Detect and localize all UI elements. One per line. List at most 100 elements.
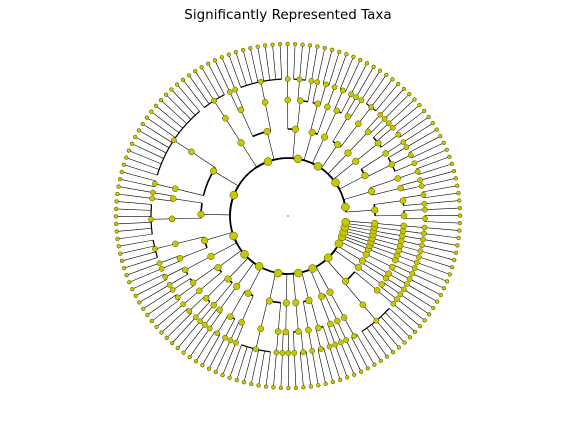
taxon-node xyxy=(390,300,397,307)
branch-line xyxy=(312,82,318,103)
taxon-node xyxy=(296,76,303,83)
branch-line xyxy=(151,111,180,134)
branch-line xyxy=(345,225,374,232)
branch-line xyxy=(399,116,429,138)
leaf-node xyxy=(358,57,363,63)
branch-line xyxy=(320,144,338,169)
branch-line xyxy=(293,44,296,80)
branch-line xyxy=(300,331,304,353)
branch-line xyxy=(279,44,282,80)
branch-line xyxy=(381,134,399,148)
taxon-node xyxy=(353,94,360,101)
leaf-node xyxy=(133,293,138,298)
leaf-node xyxy=(455,243,460,248)
taxon-node xyxy=(324,103,331,111)
leaf-node xyxy=(390,350,396,355)
branch-line xyxy=(332,161,356,180)
taxon-node xyxy=(313,162,323,171)
leaf-node xyxy=(113,214,119,219)
branch-line xyxy=(411,142,444,159)
branch-line xyxy=(171,89,196,116)
branch-line xyxy=(286,273,288,303)
leaf-node xyxy=(262,43,268,48)
taxon-node xyxy=(297,97,304,104)
taxon-node xyxy=(400,222,407,230)
branch-line xyxy=(420,250,455,261)
branch-line xyxy=(116,222,152,225)
branch-line xyxy=(376,290,394,305)
branch-line xyxy=(409,278,441,296)
taxon-node xyxy=(227,313,234,320)
leaf-node xyxy=(175,345,180,351)
branch-line xyxy=(366,74,387,104)
taxon-node xyxy=(232,86,239,93)
branch-line xyxy=(345,223,375,228)
branch-line xyxy=(242,49,253,84)
taxon-node xyxy=(314,100,321,108)
branch-line xyxy=(391,154,411,165)
branch-line xyxy=(349,100,362,119)
branch-line xyxy=(171,317,196,344)
branch-line xyxy=(214,60,231,93)
taxon-node xyxy=(229,190,239,200)
branch-line xyxy=(311,46,318,82)
branch-line xyxy=(424,227,460,231)
leaf-node xyxy=(115,191,120,197)
branch-line xyxy=(369,118,385,134)
taxon-node xyxy=(227,337,234,344)
leaf-node xyxy=(322,45,327,51)
taxon-node xyxy=(371,219,379,227)
branch-line xyxy=(173,139,192,153)
branch-line xyxy=(375,83,399,112)
branch-line xyxy=(361,70,381,101)
taxon-node xyxy=(214,330,221,337)
branch-line xyxy=(235,323,245,343)
branch-line xyxy=(191,151,216,169)
leaf-node xyxy=(329,47,335,52)
branch-line xyxy=(143,289,173,310)
branch-line xyxy=(322,49,333,84)
branch-line xyxy=(319,84,327,105)
branch-line xyxy=(176,84,200,112)
branch-line xyxy=(366,327,388,357)
taxon-node xyxy=(358,97,365,104)
branch-line xyxy=(118,186,154,193)
leaf-node xyxy=(307,43,313,48)
taxon-node xyxy=(403,281,410,288)
leaf-node xyxy=(308,384,314,389)
branch-line xyxy=(402,194,424,199)
leaf-node xyxy=(293,385,299,390)
branch-line xyxy=(230,321,240,341)
branch-line xyxy=(373,122,389,138)
branch-line xyxy=(324,110,338,138)
taxon-node xyxy=(293,154,303,164)
branch-line xyxy=(388,99,415,124)
branch-line xyxy=(189,296,205,312)
branch-line xyxy=(300,352,304,388)
branch-line xyxy=(165,267,185,278)
leaf-node xyxy=(212,58,218,63)
leaf-node xyxy=(119,169,124,175)
taxon-node xyxy=(202,322,208,328)
leaf-node xyxy=(193,69,198,74)
branch-line xyxy=(380,88,405,115)
branch-line xyxy=(151,299,180,322)
taxon-node xyxy=(149,195,155,202)
taxon-node xyxy=(214,264,222,272)
branch-line xyxy=(340,342,355,375)
leaf-node xyxy=(447,154,452,159)
leaf-node xyxy=(330,379,336,385)
branch-line xyxy=(334,344,348,378)
branch-line xyxy=(327,324,336,345)
taxon-node xyxy=(411,160,418,167)
leaf-node xyxy=(364,61,370,66)
branch-line xyxy=(365,254,393,268)
branch-line xyxy=(169,274,188,286)
taxon-node xyxy=(340,87,346,94)
branch-line xyxy=(151,218,173,220)
leaf-node xyxy=(249,381,254,387)
taxon-node xyxy=(202,294,210,302)
leaf-node xyxy=(434,127,439,132)
leaf-node xyxy=(234,378,239,383)
branch-line xyxy=(385,141,404,154)
